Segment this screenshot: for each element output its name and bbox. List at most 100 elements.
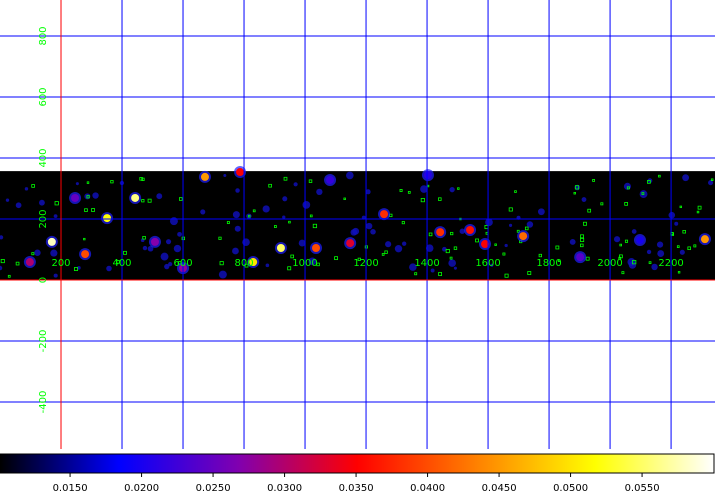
x-tick-label: 1000 xyxy=(292,258,317,269)
contour xyxy=(580,237,585,243)
y-tick-label: 800 xyxy=(38,26,49,45)
contour xyxy=(585,256,590,261)
faint-blob xyxy=(490,263,494,267)
contour xyxy=(587,208,592,213)
colorbar: 0.0150 0.0200 0.0250 0.0300 0.0350 0.0400 0.04… xyxy=(0,453,715,494)
contour xyxy=(580,234,584,239)
faint-blob xyxy=(200,209,206,215)
faint-blob xyxy=(674,221,679,226)
faint-blob xyxy=(526,221,534,228)
contour xyxy=(283,176,288,181)
faint-blob xyxy=(631,229,637,234)
contour xyxy=(502,252,506,256)
y-tick-label: 600 xyxy=(38,87,49,106)
faint-blob xyxy=(708,180,714,186)
contour xyxy=(15,261,20,266)
contour xyxy=(274,225,277,228)
source xyxy=(25,258,34,267)
contour xyxy=(687,246,691,251)
faint-blob xyxy=(169,217,178,226)
contour xyxy=(309,214,313,218)
faint-blob xyxy=(448,259,456,267)
contour xyxy=(226,221,230,224)
source xyxy=(635,236,644,245)
contour xyxy=(420,198,425,203)
faint-blob xyxy=(370,229,376,235)
faint-blob xyxy=(39,199,45,206)
faint-blob xyxy=(646,249,652,255)
contour xyxy=(677,271,681,274)
x-tick-label: 2000 xyxy=(597,258,622,269)
contour xyxy=(268,183,272,188)
faint-blob xyxy=(164,263,170,270)
contour xyxy=(86,181,90,184)
contour xyxy=(624,239,629,243)
contour xyxy=(538,253,542,258)
faint-blob xyxy=(232,211,240,219)
faint-blob xyxy=(508,223,513,227)
contour xyxy=(218,236,222,240)
colorbar-tick-label: 0.0450 xyxy=(482,483,517,494)
source xyxy=(700,235,709,244)
faint-blob xyxy=(223,174,227,178)
faint-blob xyxy=(156,193,163,200)
faint-blob xyxy=(453,266,457,270)
y-tick-label: 400 xyxy=(38,148,49,167)
source xyxy=(200,172,209,181)
x-tick-label: 200 xyxy=(51,258,70,269)
faint-blob xyxy=(682,174,690,182)
contour xyxy=(573,191,576,195)
contour xyxy=(428,232,433,237)
contour xyxy=(592,179,595,182)
contour xyxy=(626,186,630,190)
faint-blob xyxy=(537,208,545,216)
contour xyxy=(381,253,385,256)
contour xyxy=(179,197,183,201)
colorbar-tick-label: 0.0200 xyxy=(124,483,159,494)
faint-blob xyxy=(485,218,493,227)
faint-blob xyxy=(350,229,358,236)
contour xyxy=(632,259,637,265)
faint-blob xyxy=(173,244,182,253)
contour xyxy=(516,229,520,233)
faint-blob xyxy=(265,263,270,268)
faint-blob xyxy=(430,268,435,273)
faint-blob xyxy=(504,243,508,248)
colorbar-tick-label: 0.0500 xyxy=(553,483,588,494)
contour xyxy=(219,261,224,266)
faint-blob xyxy=(77,266,81,270)
y-tick-label: -400 xyxy=(38,391,49,414)
faint-blob xyxy=(218,270,227,279)
faint-blob xyxy=(613,236,621,243)
grid-layer: 200 400 600 800 1000 1200 1400 1600 1800 2000 2200… xyxy=(0,0,715,449)
contour xyxy=(647,180,651,184)
contour xyxy=(676,245,680,248)
source xyxy=(249,258,258,267)
faint-blob xyxy=(308,257,317,266)
source xyxy=(150,237,159,246)
image-layer xyxy=(0,166,715,281)
contour xyxy=(658,174,661,178)
contour xyxy=(449,256,453,260)
contour xyxy=(142,236,146,240)
faint-blob xyxy=(282,196,288,202)
contour xyxy=(399,189,403,192)
contour xyxy=(357,257,361,261)
source xyxy=(131,193,140,202)
contour xyxy=(527,271,532,275)
contour xyxy=(679,205,682,209)
contour xyxy=(7,274,11,278)
y-tick-label: -200 xyxy=(38,330,49,353)
faint-blob xyxy=(394,245,403,253)
source xyxy=(466,225,475,234)
contour xyxy=(116,260,120,264)
faint-blob xyxy=(656,241,664,248)
contour xyxy=(83,237,86,241)
source xyxy=(519,232,528,241)
source xyxy=(103,214,112,223)
source xyxy=(423,171,432,180)
colorbar-tick-label: 0.0400 xyxy=(410,483,445,494)
faint-blob xyxy=(246,213,252,219)
faint-blob xyxy=(0,265,3,271)
